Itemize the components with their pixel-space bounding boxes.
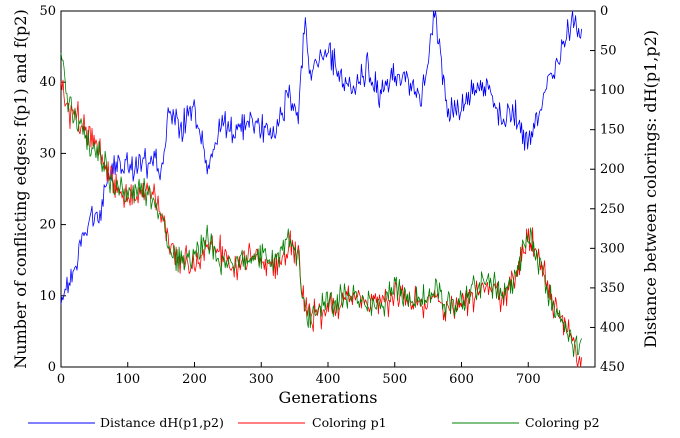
legend-label-p1: Coloring p1 [312,415,387,430]
left-y-tick-label: 10 [39,289,56,304]
distance-series-line [60,10,582,305]
series-lines [60,10,582,368]
coloring-p2-series-line [60,52,582,358]
x-tick-label: 500 [382,372,407,387]
right-y-tick-label: 250 [600,202,625,217]
x-tick-label: 0 [57,372,65,387]
right-y-axis-title: Distance between colorings: dH(p1,p2) [641,30,660,348]
x-axis-title: Generations [279,388,378,407]
left-y-axis-title: Number of conflicting edges: f(p1) and f… [11,9,30,368]
left-y-tick-label: 40 [39,75,56,90]
legend: Distance dH(p1,p2) Coloring p1 Coloring … [28,415,600,430]
left-y-tick-label: 50 [39,4,56,19]
right-y-tick-label: 400 [600,320,625,335]
right-y-tick-label: 350 [600,281,625,296]
left-y-tick-label: 30 [39,146,56,161]
x-tick-label: 700 [516,372,541,387]
x-tick-label: 400 [316,372,341,387]
legend-label-p2: Coloring p2 [525,415,600,430]
right-y-tick-label: 450 [600,360,625,375]
x-tick-label: 300 [249,372,274,387]
coloring-p1-series-line [60,79,582,368]
x-tick-label: 200 [182,372,207,387]
left-y-axis-ticks: 0 10 20 30 40 50 [39,4,66,375]
right-y-tick-label: 100 [600,83,625,98]
right-y-tick-label: 200 [600,162,625,177]
right-y-axis-ticks: 0 50 100 150 200 250 300 350 400 450 [590,4,625,375]
right-y-tick-label: 50 [600,44,617,59]
right-y-tick-label: 300 [600,241,625,256]
left-y-tick-label: 0 [48,360,56,375]
x-tick-label: 600 [449,372,474,387]
right-y-tick-label: 0 [600,4,608,19]
plot-frame [60,10,596,368]
legend-label-distance: Distance dH(p1,p2) [100,415,224,430]
x-tick-label: 100 [115,372,140,387]
x-axis-ticks: 0 100 200 300 400 500 600 700 [57,362,541,387]
left-y-tick-label: 20 [39,218,56,233]
right-y-tick-label: 150 [600,123,625,138]
